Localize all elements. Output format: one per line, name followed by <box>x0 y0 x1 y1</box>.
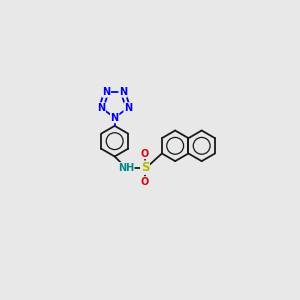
Text: S: S <box>141 161 149 174</box>
Text: O: O <box>141 177 149 187</box>
Text: N: N <box>124 103 132 113</box>
Text: N: N <box>111 112 119 123</box>
Text: NH: NH <box>118 163 134 173</box>
Text: O: O <box>141 148 149 158</box>
Text: N: N <box>97 103 105 113</box>
Text: N: N <box>119 87 127 97</box>
Text: N: N <box>102 87 110 97</box>
